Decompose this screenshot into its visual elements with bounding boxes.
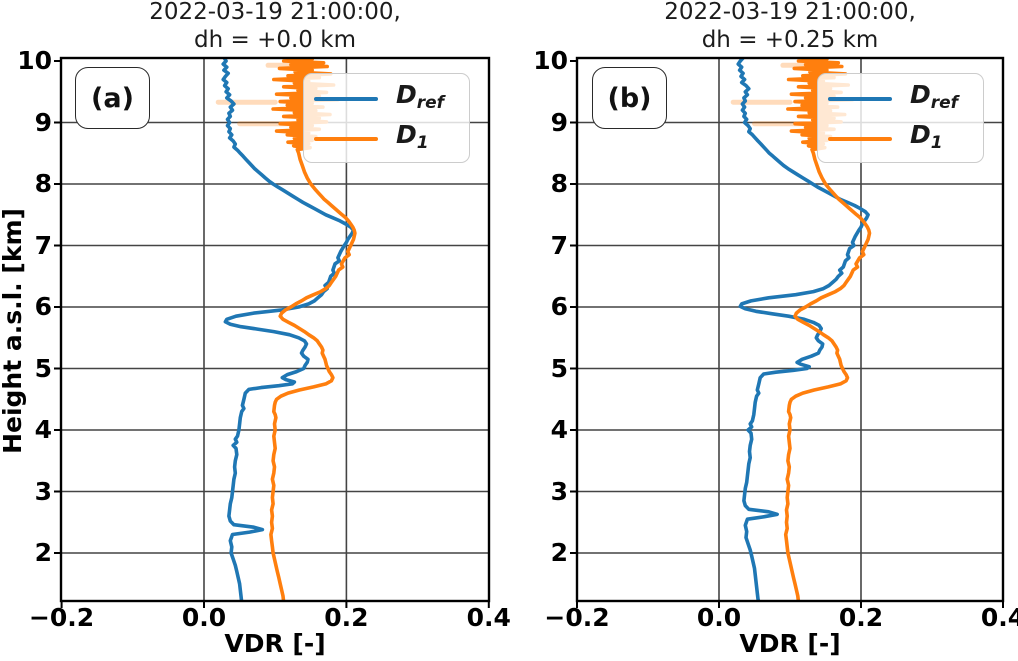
d1-line-swatch <box>314 137 378 141</box>
x-tick-label: 0.4 <box>466 603 511 632</box>
y-tick-label: 4 <box>34 415 52 444</box>
y-tick-label: 8 <box>550 169 568 198</box>
panel-b-tag-text: (b) <box>607 82 652 114</box>
legend-item-dref: Dref <box>304 79 469 119</box>
series-line-D_ref-panel-a <box>221 58 356 601</box>
y-tick-label: 2 <box>34 538 52 567</box>
x-tick-label: 0.2 <box>324 603 369 632</box>
x-tick-label: 0.2 <box>838 603 884 632</box>
y-tick-label: 6 <box>550 292 568 321</box>
y-tick-label: 2 <box>550 538 568 567</box>
dref-label: Dref <box>396 80 445 113</box>
legend-panel-b: Dref D1 <box>817 73 984 163</box>
x-tick-label: 0.4 <box>980 603 1018 632</box>
y-tick-label: 3 <box>550 476 568 506</box>
panel-a-title-line2: dh = +0.0 km <box>194 27 356 53</box>
panel-a-title: 2022-03-19 21:00:00, dh = +0.0 km <box>55 0 495 54</box>
dref-line-swatch <box>314 97 378 101</box>
x-tick-label: −0.2 <box>28 603 95 632</box>
y-tick-label: 8 <box>34 169 52 198</box>
y-tick-label: 9 <box>34 107 52 137</box>
panel-a-title-line1: 2022-03-19 21:00:00, <box>149 0 401 25</box>
panel-b-title-line1: 2022-03-19 21:00:00, <box>664 0 916 25</box>
panel-a-tag-text: (a) <box>91 82 134 114</box>
series-line-D_1-panel-b <box>783 58 872 601</box>
series-line-D_1-panel-a <box>269 58 357 601</box>
legend-item-d1: D1 <box>818 119 983 159</box>
d1-line-swatch <box>828 137 892 141</box>
axes-frame-panel-a <box>59 56 491 603</box>
dref-line-swatch <box>828 97 892 101</box>
panel-a-tag: (a) <box>75 67 150 129</box>
series-line-D_ref-panel-b <box>736 58 870 601</box>
d1-label: D1 <box>910 120 943 153</box>
x-axis-label-panel-a: VDR [-] <box>224 629 326 658</box>
y-tick-label: 6 <box>34 292 52 321</box>
dref-label: Dref <box>910 80 959 113</box>
x-tick-label: −0.2 <box>544 603 610 632</box>
x-axis-label-panel-b: VDR [-] <box>739 629 841 658</box>
legend-panel-a: Dref D1 <box>303 73 470 163</box>
panel-b-title: 2022-03-19 21:00:00, dh = +0.25 km <box>570 0 1010 54</box>
panel-b-title-line2: dh = +0.25 km <box>701 27 879 53</box>
x-tick-label: 0.0 <box>696 603 742 632</box>
axes-frame-panel-b <box>575 56 1005 603</box>
panel-b-tag: (b) <box>592 67 667 129</box>
d1-label: D1 <box>396 120 429 153</box>
x-tick-label: 0.0 <box>181 603 227 632</box>
y-tick-label: 5 <box>34 353 52 383</box>
y-tick-label: 7 <box>34 230 52 260</box>
y-tick-label: 10 <box>17 46 52 75</box>
y-tick-label: 3 <box>34 476 52 506</box>
y-tick-label: 4 <box>550 415 568 444</box>
y-tick-label: 7 <box>550 230 568 260</box>
legend-item-d1: D1 <box>304 119 469 159</box>
y-tick-label: 5 <box>550 353 568 383</box>
y-tick-label: 9 <box>550 107 568 137</box>
y-tick-label: 10 <box>533 46 568 75</box>
legend-item-dref: Dref <box>818 79 983 119</box>
